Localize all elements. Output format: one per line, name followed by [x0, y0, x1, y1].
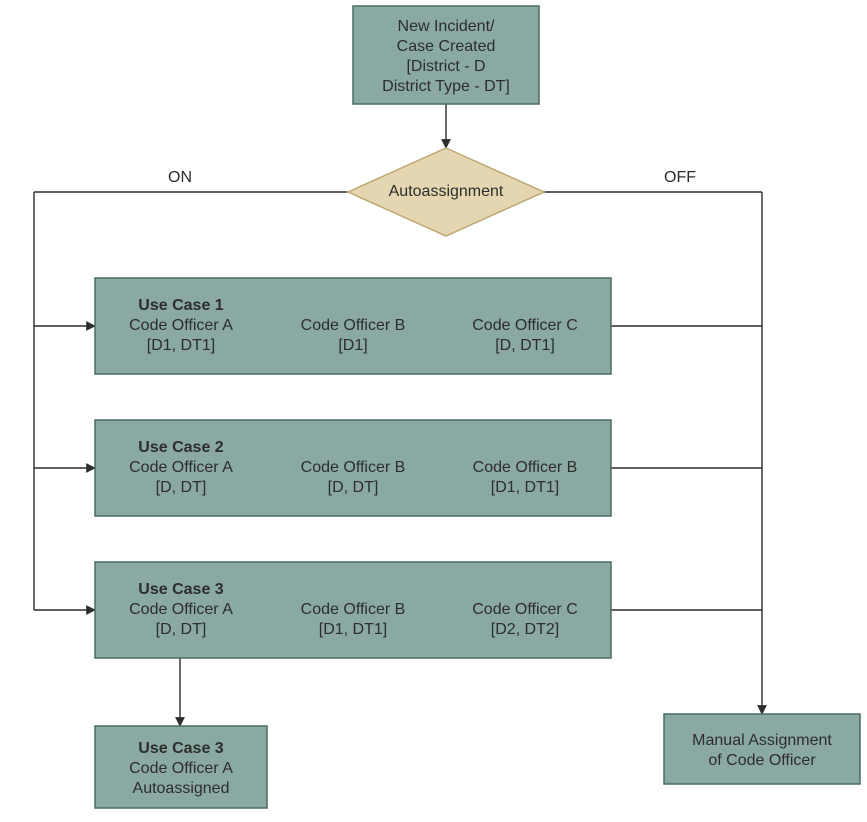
node-uc3: Use Case 3 Code Officer A [D, DT] Code Offi…: [95, 562, 611, 658]
edge-label-decision-on-left: ON: [168, 169, 192, 186]
uc1-col2-l1: Code Officer C: [472, 317, 578, 334]
uc2-col0-title: Use Case 2: [138, 439, 223, 456]
uc3result-line-0: Use Case 3: [138, 740, 223, 757]
start-line-1: Case Created: [397, 38, 496, 55]
uc3-col0-l2: [D, DT]: [156, 621, 207, 638]
uc2-col1-l2: [D, DT]: [328, 479, 379, 496]
node-manual: Manual Assignment of Code Officer: [664, 714, 860, 784]
uc1-col1-l1: Code Officer B: [301, 317, 406, 334]
uc3-col0-l1: Code Officer A: [129, 601, 233, 618]
uc1-col0-l1: Code Officer A: [129, 317, 233, 334]
uc3-col1-l1: Code Officer B: [301, 601, 406, 618]
manual-line-0: Manual Assignment: [692, 732, 832, 749]
uc3-col2-l1: Code Officer C: [472, 601, 578, 618]
uc3-col1-l2: [D1, DT1]: [319, 621, 387, 638]
uc2-col0-l2: [D, DT]: [156, 479, 207, 496]
node-start: New Incident/Case Created [District - D Di…: [353, 6, 539, 104]
uc2-col2-l2: [D1, DT1]: [491, 479, 559, 496]
uc2-col2-l1: Code Officer B: [473, 459, 578, 476]
uc3-col2-l2: [D2, DT2]: [491, 621, 559, 638]
decision-label: Autoassignment: [389, 183, 504, 200]
node-uc2: Use Case 2 Code Officer A [D, DT] Code Offi…: [95, 420, 611, 516]
edge-label-decision-off-right: OFF: [664, 169, 696, 186]
uc2-col0-l1: Code Officer A: [129, 459, 233, 476]
node-uc1: Use Case 1 Code Officer A [D1, DT1] Code Of…: [95, 278, 611, 374]
uc3result-line-2: Autoassigned: [133, 780, 230, 797]
node-decision: Autoassignment: [348, 148, 544, 236]
uc1-col1-l2: [D1]: [338, 337, 367, 354]
start-line-0: New Incident/: [398, 18, 495, 35]
uc1-col0-l2: [D1, DT1]: [147, 337, 215, 354]
start-line-3: District Type - DT]: [382, 78, 510, 95]
node-uc3result: Use Case 3 Code Officer A Autoassigned: [95, 726, 267, 808]
uc3-col0-title: Use Case 3: [138, 581, 223, 598]
uc1-col0-title: Use Case 1: [138, 297, 223, 314]
start-line-2: [District - D: [406, 58, 485, 75]
manual-line-1: of Code Officer: [708, 752, 816, 769]
uc2-col1-l1: Code Officer B: [301, 459, 406, 476]
uc3result-line-1: Code Officer A: [129, 760, 233, 777]
uc1-col2-l2: [D, DT1]: [495, 337, 555, 354]
